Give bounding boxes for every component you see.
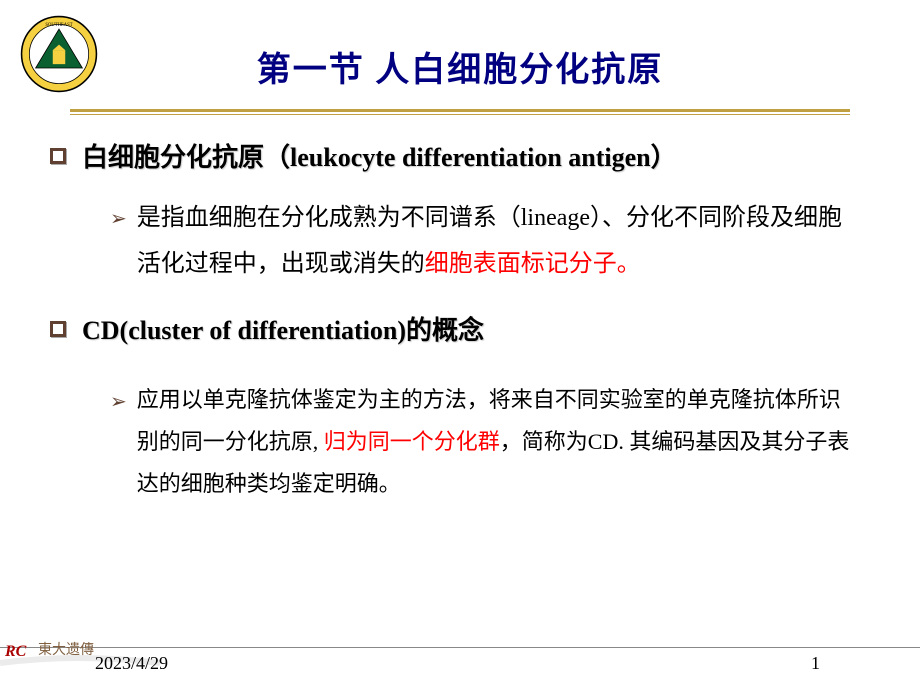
section-1-heading: 白细胞分化抗原（leukocyte differentiation antige… — [50, 140, 860, 176]
arrow-bullet-icon: ➢ — [110, 200, 127, 238]
footer-page-number: 1 — [811, 653, 820, 674]
slide-title: 第一节 人白细胞分化抗原 — [0, 0, 920, 91]
section-1-body-text: 是指血细胞在分化成熟为不同谱系（lineage）、分化不同阶段及细胞活化过程中，… — [137, 196, 860, 287]
square-bullet-icon — [50, 148, 66, 164]
section-2-heading-text: CD(cluster of differentiation)的概念 — [82, 313, 484, 349]
section-2-heading: CD(cluster of differentiation)的概念 — [50, 313, 860, 349]
section-1-body: ➢ 是指血细胞在分化成熟为不同谱系（lineage）、分化不同阶段及细胞活化过程… — [50, 196, 860, 287]
svg-text:RC: RC — [4, 643, 27, 660]
university-logo: SOUTHEAST — [20, 15, 98, 93]
content-area: 白细胞分化抗原（leukocyte differentiation antige… — [0, 115, 920, 504]
arrow-bullet-icon: ➢ — [110, 383, 127, 421]
section-2-body: ➢ 应用以单克隆抗体鉴定为主的方法，将来自不同实验室的单克隆抗体所识别的同一分化… — [50, 379, 860, 504]
section-1-heading-text: 白细胞分化抗原（leukocyte differentiation antige… — [82, 140, 677, 176]
footer-date: 2023/4/29 — [95, 653, 168, 674]
section-2-body-text: 应用以单克隆抗体鉴定为主的方法，将来自不同实验室的单克隆抗体所识别的同一分化抗原… — [137, 379, 860, 504]
square-bullet-icon — [50, 321, 66, 337]
svg-text:SOUTHEAST: SOUTHEAST — [45, 23, 72, 28]
